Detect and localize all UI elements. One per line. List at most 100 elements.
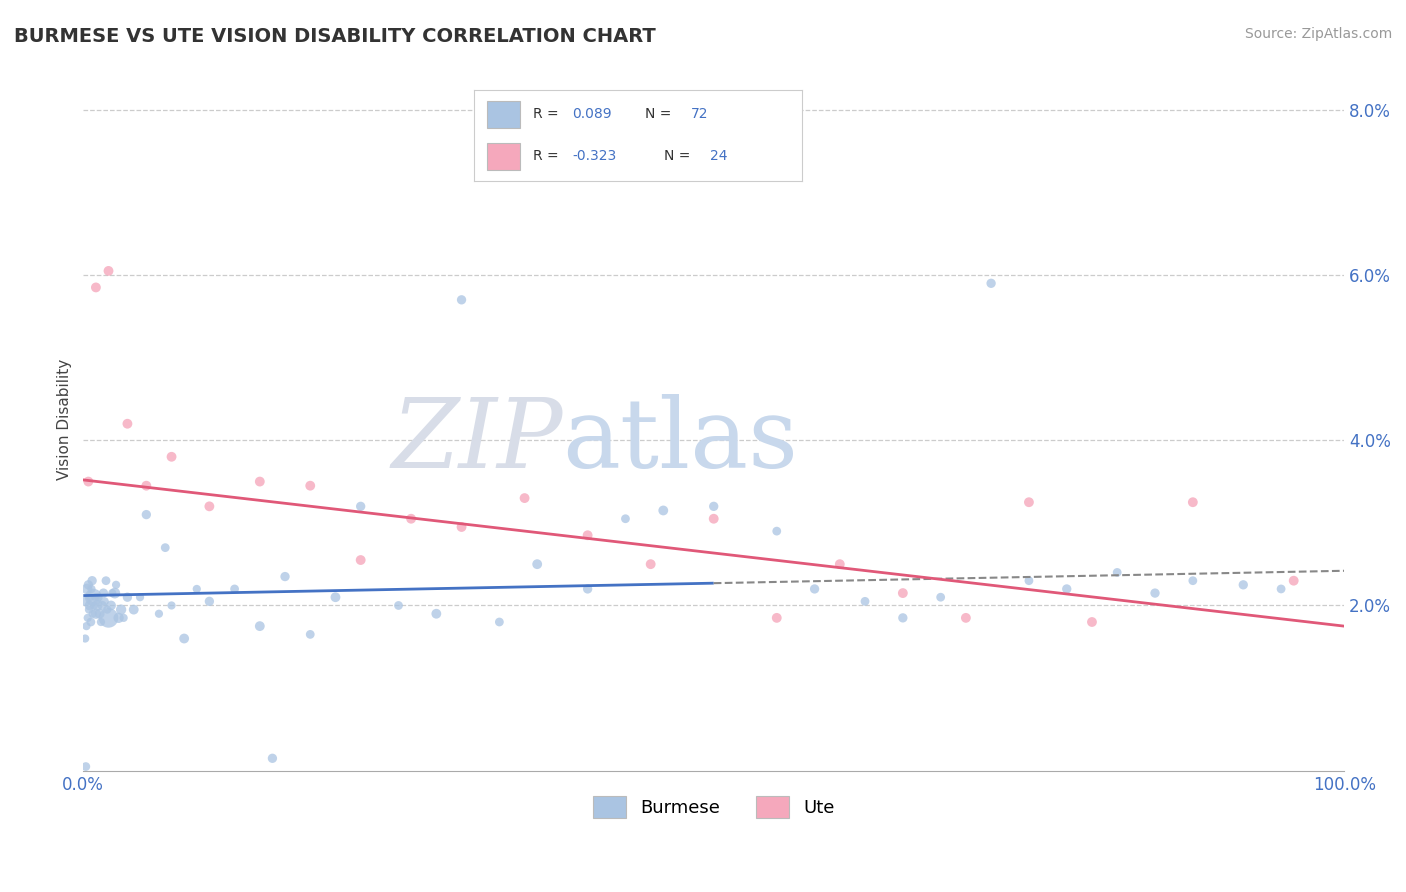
Text: Source: ZipAtlas.com: Source: ZipAtlas.com — [1244, 27, 1392, 41]
Point — [89, 607, 111, 621]
Text: atlas: atlas — [562, 393, 799, 488]
Point — [224, 582, 246, 596]
Point — [828, 557, 851, 571]
Point — [299, 627, 322, 641]
Text: ZIP: ZIP — [391, 393, 562, 488]
Point — [86, 599, 108, 613]
Point — [186, 582, 208, 596]
Point — [325, 591, 347, 605]
Point — [765, 524, 787, 538]
Point — [75, 619, 97, 633]
Point — [1232, 578, 1254, 592]
Point — [75, 759, 97, 773]
Point — [75, 632, 97, 646]
Point — [274, 569, 297, 583]
Point — [614, 512, 637, 526]
Point — [117, 591, 139, 605]
Point — [1056, 582, 1078, 596]
Point — [160, 450, 183, 464]
Point — [82, 607, 104, 621]
Point — [96, 602, 118, 616]
Y-axis label: Vision Disability: Vision Disability — [58, 359, 72, 480]
Point — [90, 615, 112, 629]
Point — [160, 599, 183, 613]
Point — [84, 607, 107, 621]
Point — [91, 599, 114, 613]
Point — [350, 500, 373, 514]
Point — [84, 280, 107, 294]
Point — [100, 599, 122, 613]
Point — [112, 611, 135, 625]
Point — [488, 615, 510, 629]
Point — [262, 751, 284, 765]
Point — [87, 591, 110, 605]
Point — [1181, 495, 1204, 509]
Text: BURMESE VS UTE VISION DISABILITY CORRELATION CHART: BURMESE VS UTE VISION DISABILITY CORRELA… — [14, 27, 655, 45]
Point — [1270, 582, 1292, 596]
Point — [450, 293, 472, 307]
Point — [450, 520, 472, 534]
Point — [399, 512, 422, 526]
Point — [513, 491, 536, 505]
Point — [129, 591, 152, 605]
Point — [135, 508, 157, 522]
Point — [97, 264, 120, 278]
Point — [148, 607, 170, 621]
Point — [76, 611, 98, 625]
Point — [101, 586, 124, 600]
Point — [387, 599, 409, 613]
Point — [198, 594, 221, 608]
Point — [82, 574, 104, 588]
Point — [107, 611, 129, 625]
Point — [1282, 574, 1305, 588]
Point — [77, 602, 100, 616]
Point — [1181, 574, 1204, 588]
Point — [84, 591, 107, 605]
Legend: Burmese, Ute: Burmese, Ute — [586, 789, 842, 825]
Point — [79, 591, 101, 605]
Point — [853, 594, 876, 608]
Point — [198, 500, 221, 514]
Point — [891, 611, 914, 625]
Point — [1018, 574, 1040, 588]
Point — [703, 500, 725, 514]
Point — [1107, 566, 1129, 580]
Point — [93, 586, 115, 600]
Point — [110, 602, 132, 616]
Point — [79, 599, 101, 613]
Point — [765, 611, 787, 625]
Point — [249, 619, 271, 633]
Point — [576, 528, 599, 542]
Point — [80, 615, 103, 629]
Point — [77, 475, 100, 489]
Point — [299, 478, 322, 492]
Point — [576, 582, 599, 596]
Point — [135, 478, 157, 492]
Point — [122, 602, 145, 616]
Point — [76, 582, 98, 596]
Point — [955, 611, 977, 625]
Point — [803, 582, 825, 596]
Point — [1018, 495, 1040, 509]
Point — [1143, 586, 1166, 600]
Point — [105, 578, 128, 592]
Point — [929, 591, 952, 605]
Point — [117, 417, 139, 431]
Point — [77, 578, 100, 592]
Point — [97, 611, 120, 625]
Point — [640, 557, 662, 571]
Point — [891, 586, 914, 600]
Point — [94, 574, 117, 588]
Point — [1081, 615, 1104, 629]
Point — [93, 594, 115, 608]
Point — [980, 277, 1002, 291]
Point — [155, 541, 177, 555]
Point — [83, 599, 105, 613]
Point — [350, 553, 373, 567]
Point — [526, 557, 548, 571]
Point — [80, 582, 103, 596]
Point — [82, 591, 104, 605]
Point — [104, 586, 127, 600]
Point — [703, 512, 725, 526]
Point — [425, 607, 447, 621]
